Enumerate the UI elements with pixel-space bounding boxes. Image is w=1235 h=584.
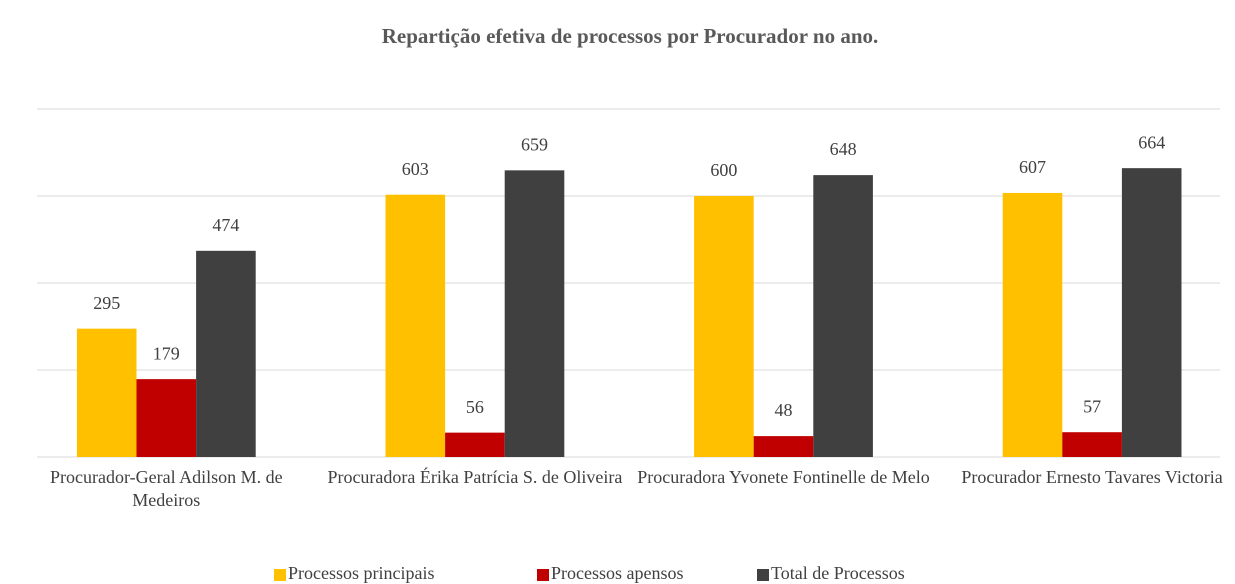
- legend-label: Processos principais: [288, 563, 434, 583]
- bar: [1002, 192, 1063, 457]
- value-label: 56: [466, 397, 484, 417]
- x-tick-label-box: Procuradora Érika Patrícia S. de Oliveir…: [327, 467, 623, 487]
- bar: [136, 379, 197, 457]
- bar: [753, 436, 814, 457]
- bar: [1121, 168, 1182, 457]
- bar: [504, 170, 565, 457]
- bar: [813, 175, 873, 457]
- bar: [1062, 432, 1122, 457]
- value-label: 57: [1083, 396, 1101, 416]
- bar: [385, 194, 446, 457]
- legend-label: Total de Processos: [771, 563, 905, 583]
- x-tick-label: Procuradora Érika Patrícia S. de Oliveir…: [327, 467, 623, 487]
- value-label: 295: [93, 293, 120, 313]
- value-label: 659: [521, 134, 548, 154]
- value-label: 600: [710, 160, 737, 180]
- value-label: 664: [1138, 132, 1165, 152]
- bar: [196, 250, 256, 457]
- x-tick-label-box: Procurador-Geral Adilson M. de Medeiros: [50, 467, 283, 510]
- value-label: 48: [775, 400, 793, 420]
- value-label: 474: [212, 215, 239, 235]
- value-label: 648: [830, 139, 857, 159]
- x-tick-label: Procuradora Yvonete Fontinelle de Melo: [637, 467, 930, 487]
- value-label: 179: [153, 343, 180, 363]
- value-label: 603: [402, 159, 429, 179]
- legend-swatch: [537, 569, 549, 581]
- bar: [694, 196, 754, 457]
- bar: [445, 432, 505, 457]
- bar: [76, 328, 137, 457]
- legend-swatch: [274, 569, 286, 581]
- x-tick-label-box: Procurador Ernesto Tavares Victoria: [961, 467, 1223, 487]
- x-tick-label-box: Procuradora Yvonete Fontinelle de Melo: [637, 467, 930, 487]
- x-tick-label: Procurador-Geral Adilson M. de Medeiros: [50, 467, 283, 510]
- legend-swatch: [757, 569, 769, 581]
- chart-title: Repartição efetiva de processos por Proc…: [382, 24, 879, 48]
- legend-label: Processos apensos: [551, 563, 684, 583]
- value-label: 607: [1019, 157, 1046, 177]
- x-tick-label: Procurador Ernesto Tavares Victoria: [961, 467, 1223, 487]
